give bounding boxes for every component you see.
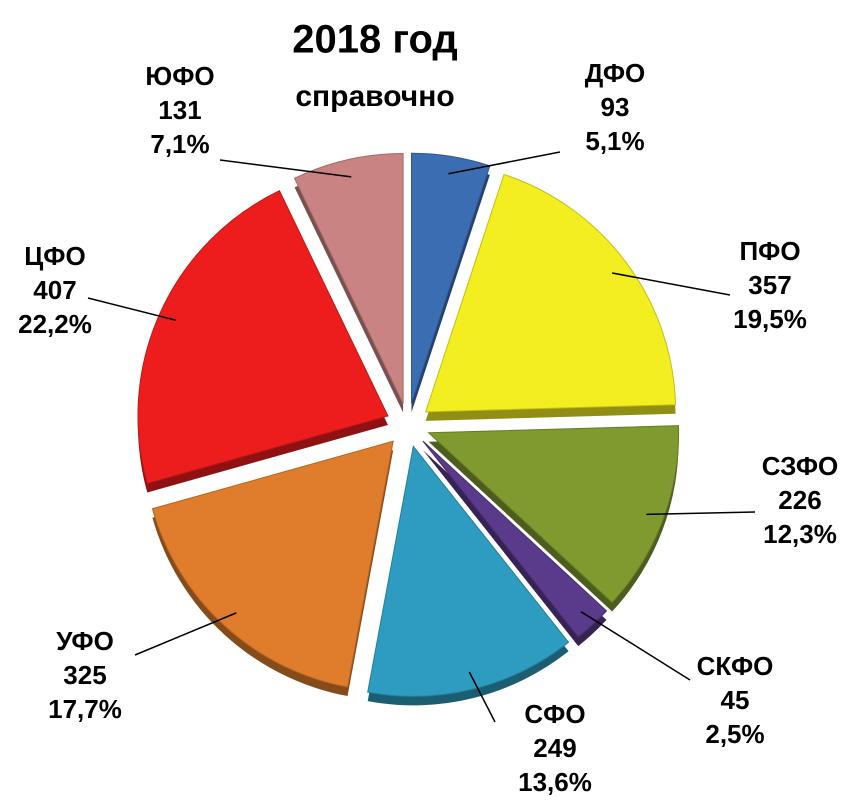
pie [137,152,680,706]
leader-line [87,297,177,321]
leader-line [580,611,691,681]
slice-label-percent: 13,6% [518,767,592,797]
slice-label-name: ДФО [585,58,646,88]
slice [424,173,677,413]
slice-label-name: ЮФО [145,61,214,91]
slice [367,445,570,697]
slice-label-name: ЦФО [24,241,85,271]
slice [137,190,389,485]
leader-line [134,612,237,656]
slice-label-value: 45 [721,685,750,715]
chart-title: 2018 год [292,18,458,62]
leader-line [448,151,561,175]
leader-line [646,511,756,516]
slice-label-value: 407 [33,275,76,305]
slice [427,425,680,604]
slice-label-name: СЗФО [762,451,839,481]
slice-label-value: 131 [158,95,201,125]
slice [151,440,394,688]
slice-label-name: УФО [56,626,114,656]
slice-label-value: 325 [63,660,106,690]
slice-label-percent: 7,1% [150,129,209,159]
slice-label-percent: 12,3% [763,519,837,549]
slice-label-name: ПФО [739,236,800,266]
slice-label-value: 93 [601,92,630,122]
slice-label-name: СКФО [697,651,774,681]
leader-line [611,272,731,296]
slice-label-percent: 19,5% [733,304,807,334]
leader-line [468,671,496,723]
slice-label-value: 226 [778,485,821,515]
slice-label-value: 249 [533,733,576,763]
slice-label-percent: 5,1% [585,126,644,156]
slice-label-name: СФО [524,699,585,729]
slice-label-percent: 2,5% [705,719,764,749]
slice-label-percent: 17,7% [48,694,122,724]
slice-label-percent: 22,2% [18,309,92,339]
slice-label-value: 357 [748,270,791,300]
slice [293,153,404,404]
leader-line [219,159,352,178]
chart-subtitle: справочно [295,80,454,113]
slice [422,440,608,638]
